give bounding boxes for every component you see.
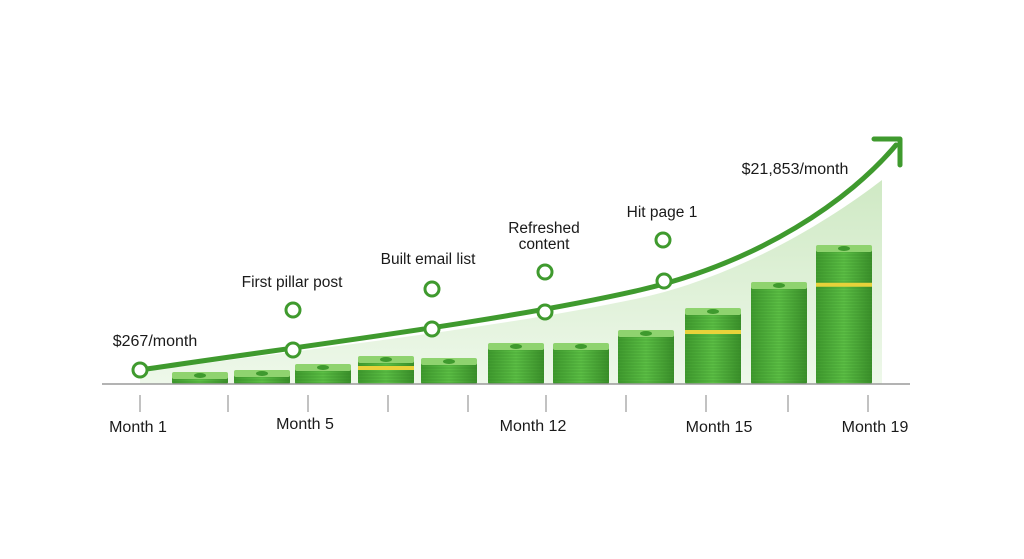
bill-seal bbox=[838, 246, 850, 251]
milestone-label: Refreshed bbox=[508, 220, 580, 237]
bill-seal bbox=[707, 309, 719, 314]
milestone-point bbox=[423, 280, 441, 298]
money-stack bbox=[553, 347, 609, 384]
timeline-ticks bbox=[139, 395, 869, 412]
milestone-label: Built email list bbox=[381, 251, 476, 268]
milestone-point bbox=[284, 301, 302, 319]
milestone-point bbox=[536, 263, 554, 281]
start-label: $267/month bbox=[113, 333, 198, 350]
milestone-point bbox=[284, 341, 302, 359]
bill-seal bbox=[256, 371, 268, 376]
bill-seal bbox=[510, 344, 522, 349]
bill-seal bbox=[194, 373, 206, 378]
labels: First pillar post Built email list Refresh… bbox=[109, 204, 908, 436]
bill-seal bbox=[575, 344, 587, 349]
milestone-label: First pillar post bbox=[242, 274, 343, 291]
bill-seal bbox=[443, 359, 455, 364]
milestone-label: content bbox=[519, 236, 571, 253]
money-stack bbox=[816, 249, 872, 384]
bill-seal bbox=[380, 357, 392, 362]
milestone-point bbox=[423, 320, 441, 338]
x-label: Month 5 bbox=[276, 416, 334, 433]
x-label: Month 12 bbox=[500, 418, 567, 435]
money-band bbox=[685, 330, 741, 334]
money-band bbox=[816, 282, 872, 287]
x-label: Month 15 bbox=[686, 419, 753, 436]
milestone-label: Hit page 1 bbox=[627, 204, 698, 221]
money-stacks bbox=[172, 245, 872, 384]
bill-seal bbox=[640, 331, 652, 336]
milestone-points bbox=[131, 231, 673, 379]
milestone-point bbox=[536, 303, 554, 321]
money-band bbox=[358, 366, 414, 370]
milestone-point bbox=[655, 272, 673, 290]
money-stack bbox=[751, 286, 807, 384]
end-label: $21,853/month bbox=[742, 161, 849, 178]
bill-seal bbox=[773, 283, 785, 288]
x-label: Month 1 bbox=[109, 419, 167, 436]
x-label: Month 19 bbox=[842, 419, 909, 436]
money-stack bbox=[488, 347, 544, 384]
money-stack bbox=[421, 362, 477, 384]
arrow-head bbox=[871, 136, 903, 168]
bill-seal bbox=[317, 365, 329, 370]
milestone-point bbox=[654, 231, 672, 249]
milestone-point bbox=[131, 361, 149, 379]
money-stack bbox=[618, 334, 674, 384]
growth-line bbox=[137, 142, 899, 373]
